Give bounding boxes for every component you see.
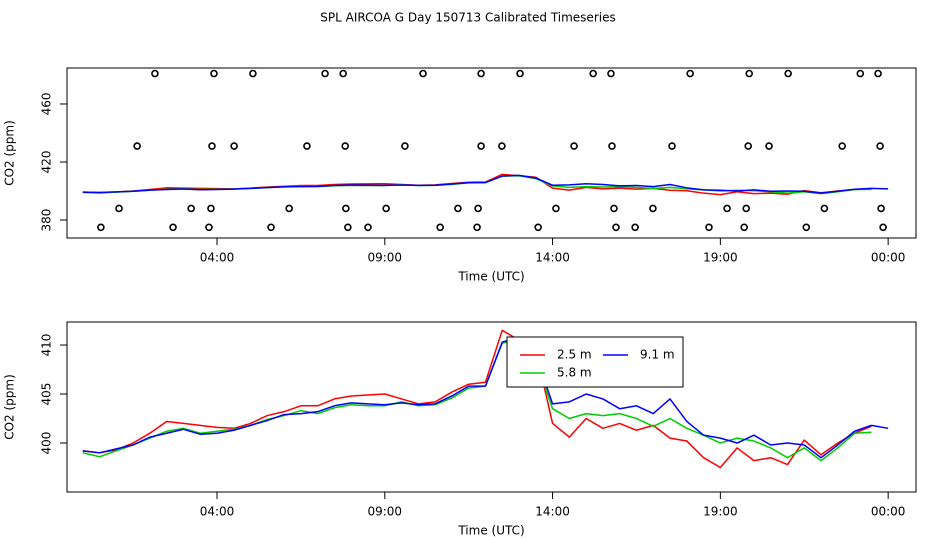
calibration-point (339, 69, 347, 78)
y-tick-label: 460 (40, 93, 54, 116)
calibration-point (877, 204, 885, 213)
calibration-point (802, 223, 811, 232)
calibration-point (267, 223, 275, 232)
calibration-point (631, 223, 639, 232)
legend-label: 9.1 m (640, 348, 675, 362)
calibration-point (610, 204, 618, 213)
calibration-point (740, 223, 748, 232)
calibration-point (321, 69, 329, 78)
calibration-point (516, 69, 524, 78)
x-axis-label: Time (UTC) (457, 524, 524, 538)
calibration-point (570, 142, 578, 150)
series-line (82, 174, 889, 194)
x-axis-label: Time (UTC) (457, 270, 524, 284)
x-tick-label: 14:00 (535, 505, 570, 519)
calibration-point (249, 69, 257, 78)
calibration-point (342, 204, 350, 213)
calibration-point (133, 142, 141, 150)
calibration-point (745, 69, 754, 78)
calibration-point (382, 204, 390, 213)
calibration-point (285, 204, 293, 213)
y-tick-label: 400 (40, 432, 54, 455)
calibration-point (401, 142, 409, 150)
calibration-point (151, 69, 159, 78)
calibration-point (608, 142, 616, 150)
x-tick-label: 14:00 (535, 251, 570, 265)
plot-frame (66, 321, 917, 493)
calibration-point (303, 142, 311, 150)
calibration-point (207, 204, 215, 213)
series-line (82, 339, 872, 462)
calibration-point (230, 142, 238, 150)
legend-label: 2.5 m (557, 348, 592, 362)
calibration-point (419, 69, 427, 78)
calibration-point (341, 142, 349, 150)
x-tick-label: 00:00 (871, 251, 906, 265)
plot-frame (66, 67, 917, 239)
calibration-point (820, 204, 829, 213)
calibration-point (454, 204, 462, 213)
x-tick-label: 09:00 (367, 505, 402, 519)
calibration-point (498, 142, 506, 150)
x-tick-label: 19:00 (703, 505, 738, 519)
calibration-point (668, 142, 676, 150)
calibration-point (784, 69, 792, 78)
series-line (82, 175, 872, 195)
calibration-point (879, 223, 887, 232)
series-line (82, 336, 889, 459)
calibration-point (686, 69, 694, 78)
x-tick-label: 04:00 (200, 505, 235, 519)
calibration-point (705, 223, 713, 232)
calibration-point (552, 204, 560, 213)
legend-box (506, 336, 684, 388)
y-tick-label: 380 (40, 209, 54, 232)
x-tick-label: 19:00 (703, 251, 738, 265)
calibration-point (744, 142, 753, 150)
calibration-point (115, 204, 123, 213)
y-tick-label: 405 (40, 383, 54, 406)
calibration-point (477, 69, 485, 78)
calibration-point (534, 223, 542, 232)
calibration-point (649, 204, 657, 213)
series-line (82, 329, 872, 469)
calibration-point (97, 223, 105, 232)
calibration-point (874, 69, 882, 78)
calibration-point (344, 223, 352, 232)
y-axis-label: CO2 (ppm) (3, 374, 17, 440)
x-tick-label: 04:00 (200, 251, 235, 265)
calibration-point (477, 142, 485, 150)
calibration-point (210, 69, 218, 78)
calibration-point (208, 142, 216, 150)
calibration-point (169, 223, 177, 232)
calibration-point (723, 204, 731, 213)
calibration-point (474, 204, 482, 213)
x-tick-label: 09:00 (367, 251, 402, 265)
calibration-point (765, 142, 773, 150)
calibration-point (364, 223, 372, 232)
page-title: SPL AIRCOA G Day 150713 Calibrated Times… (320, 11, 615, 25)
calibration-point (876, 142, 884, 150)
calibration-point (205, 223, 213, 232)
x-tick-label: 00:00 (871, 505, 906, 519)
calibration-point (607, 69, 615, 78)
series-line (82, 173, 872, 196)
calibration-point (612, 223, 620, 232)
calibration-point (838, 142, 846, 150)
calibration-point (742, 204, 751, 213)
calibration-point (856, 69, 865, 78)
legend-label: 5.8 m (557, 366, 592, 380)
calibration-point (473, 223, 481, 232)
y-axis-label: CO2 (ppm) (3, 120, 17, 186)
y-tick-label: 410 (40, 334, 54, 357)
calibration-point (589, 69, 597, 78)
calibration-point (436, 223, 444, 232)
calibration-point (187, 204, 195, 213)
y-tick-label: 420 (40, 151, 54, 174)
